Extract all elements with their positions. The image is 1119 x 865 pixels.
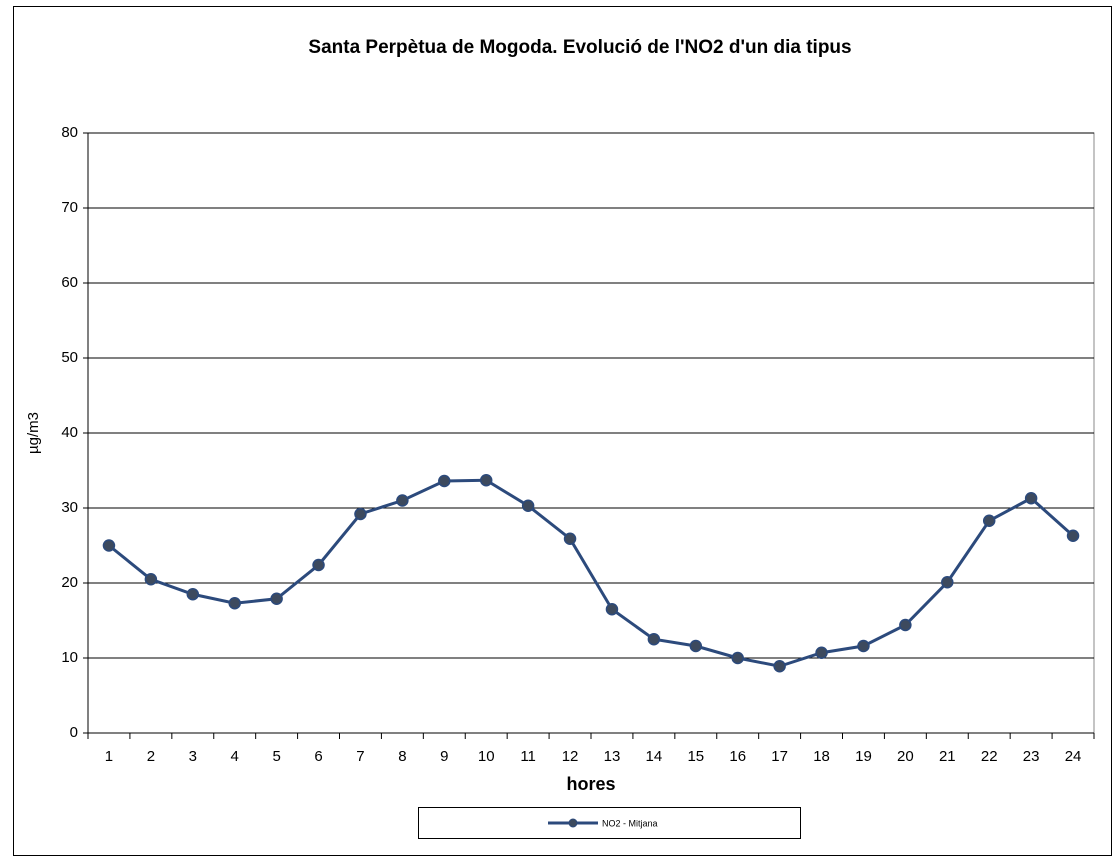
x-tick-label: 17 — [771, 748, 788, 765]
point — [521, 499, 535, 512]
point — [1066, 529, 1080, 542]
point — [479, 474, 493, 487]
x-tick-label: 23 — [1023, 748, 1040, 765]
x-tick-label: 15 — [687, 748, 704, 765]
x-tick-label: 21 — [939, 748, 956, 765]
x-tick-label: 4 — [231, 748, 239, 765]
point — [982, 514, 996, 527]
x-tick-label: 19 — [855, 748, 872, 765]
y-tick-label: 70 — [61, 199, 78, 216]
y-tick-label: 20 — [61, 574, 78, 591]
x-tick-label: 12 — [562, 748, 579, 765]
x-tick-label: 9 — [440, 748, 448, 765]
x-tick-label: 5 — [272, 748, 280, 765]
x-tick-label: 11 — [520, 748, 536, 765]
point — [857, 639, 870, 653]
point — [773, 660, 786, 673]
y-tick-label: 40 — [61, 424, 78, 441]
x-tick-label: 18 — [813, 748, 830, 765]
point — [438, 474, 451, 488]
point — [731, 651, 744, 665]
x-tick-label: 7 — [356, 748, 364, 765]
point — [689, 639, 703, 653]
y-tick-label: 50 — [61, 349, 78, 366]
x-tick-label: 16 — [729, 748, 746, 765]
x-tick-label: 1 — [105, 748, 113, 765]
point — [312, 558, 325, 572]
x-tick-label: 2 — [147, 748, 155, 765]
x-tick-label: 20 — [897, 748, 914, 765]
point — [1024, 492, 1038, 505]
y-tick-label: 80 — [61, 124, 78, 141]
legend-label: NO2 - Mitjana — [602, 818, 658, 828]
x-tick-label: 6 — [314, 748, 322, 765]
x-tick-label: 13 — [604, 748, 621, 765]
x-tick-label: 14 — [646, 748, 663, 765]
y-tick-label: 30 — [61, 499, 78, 516]
x-axis-label: hores — [566, 774, 615, 794]
legend-marker — [568, 818, 578, 828]
point — [144, 573, 158, 586]
point — [228, 597, 241, 610]
point — [354, 507, 367, 521]
point — [899, 618, 912, 632]
x-tick-label: 10 — [478, 748, 495, 765]
x-tick-label: 3 — [189, 748, 197, 765]
x-tick-label: 22 — [981, 748, 998, 765]
point — [605, 603, 619, 616]
y-axis-label: µg/m3 — [25, 412, 42, 454]
y-tick-label: 0 — [70, 724, 78, 741]
point — [270, 592, 283, 605]
point — [815, 646, 828, 659]
chart-title: Santa Perpètua de Mogoda. Evolució de l'… — [308, 37, 851, 58]
legend-box — [418, 807, 801, 839]
point — [941, 576, 954, 589]
y-tick-label: 60 — [61, 274, 78, 291]
y-tick-label: 10 — [61, 649, 78, 666]
point — [396, 494, 409, 507]
point — [102, 539, 116, 552]
point — [186, 588, 200, 601]
series-line — [108, 478, 1075, 668]
x-tick-label: 24 — [1065, 748, 1082, 765]
point — [647, 633, 661, 646]
x-tick-label: 8 — [398, 748, 406, 765]
chart-frame — [13, 6, 1112, 856]
point — [563, 532, 577, 545]
